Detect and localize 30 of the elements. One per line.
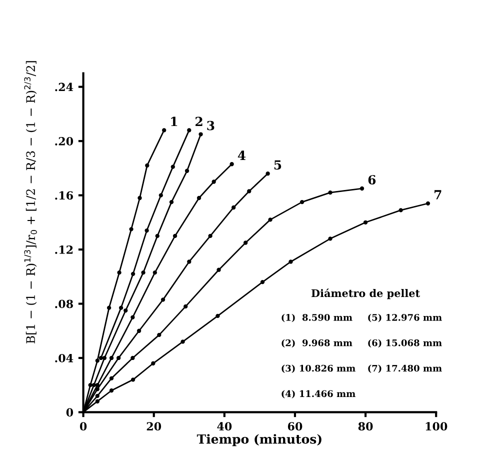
annotation: (7) 17.480 mm — [368, 364, 442, 373]
x-tick-label: 60 — [288, 422, 302, 431]
series-label: 2 — [196, 116, 202, 126]
x-tick-label: 0 — [80, 422, 87, 431]
x-tick-label: 80 — [358, 422, 373, 431]
series-label: 1 — [171, 116, 178, 126]
annotation: (2) 9.968 mm — [282, 339, 352, 348]
x-axis-title: Tiempo (minutos) — [196, 434, 322, 446]
y-tick-label: 0 — [66, 408, 74, 417]
y-tick-label: .12 — [55, 245, 73, 254]
series-label: 7 — [434, 190, 442, 200]
annotation: (5) 12.976 mm — [368, 314, 442, 322]
series-label: 3 — [207, 120, 214, 130]
series-label: 4 — [238, 150, 246, 160]
annotation: Diámetro de pellet — [311, 288, 420, 300]
series-label: 5 — [274, 160, 282, 170]
y-tick-label: .16 — [55, 191, 73, 200]
annotation: (4) 11.466 mm — [282, 390, 356, 398]
y-tick-label: .04 — [55, 354, 74, 362]
x-tick-label: 100 — [426, 422, 448, 431]
y-tick-label: .20 — [55, 137, 74, 146]
y-tick-label: .24 — [55, 82, 74, 92]
y-axis-title: B[1 − (1 − R)$^{1/3}$]/r$_{0}$ + [1/2 − R/3 − (1 − R)$^{2/3}$/2] — [24, 61, 37, 344]
annotation: (3) 10.826 mm — [282, 364, 356, 373]
y-tick-label: .08 — [55, 300, 73, 308]
annotation: (6) 15.068 mm — [368, 339, 442, 348]
series-label: 6 — [368, 175, 376, 185]
x-tick-label: 20 — [146, 422, 162, 431]
x-tick-label: 40 — [217, 422, 232, 431]
annotation: (1) 8.590 mm — [282, 314, 352, 322]
